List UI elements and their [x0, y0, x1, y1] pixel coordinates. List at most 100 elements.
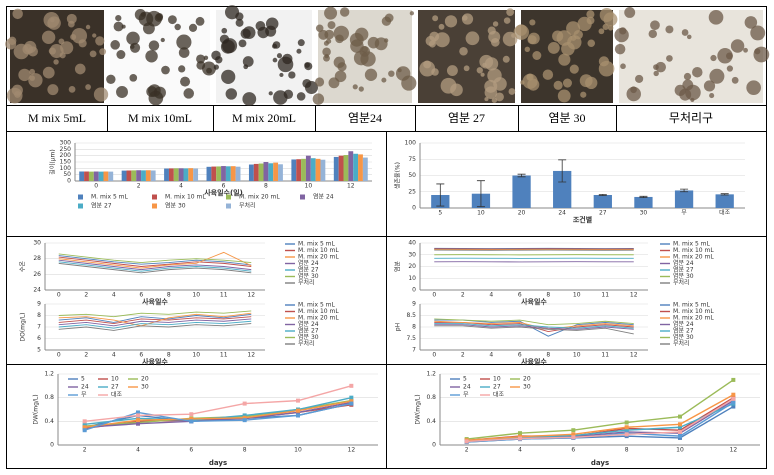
photo-speck	[53, 59, 59, 65]
photo-speck	[324, 53, 329, 59]
photo-speck	[29, 68, 36, 75]
y-tick-label: 150	[60, 159, 72, 166]
marker	[624, 420, 629, 425]
photo-label: M mix 10mL	[128, 111, 192, 125]
x-tick-label: 10	[192, 352, 200, 359]
photo-speck	[750, 25, 766, 41]
photo-speck	[624, 6, 636, 18]
y-axis-label: 염분	[394, 261, 402, 273]
photo-speck	[428, 40, 436, 48]
legend-label: 5	[81, 376, 85, 383]
bar	[338, 155, 344, 181]
photo-speck	[327, 21, 336, 30]
photo-speck	[529, 19, 536, 26]
y-tick-label: 9	[37, 301, 41, 308]
legend-swatch	[300, 194, 305, 200]
photo-speck	[480, 72, 485, 77]
y-tick-label: 0.4	[426, 418, 436, 425]
legend-swatch	[152, 203, 157, 209]
photo-label: 염분 27	[448, 111, 485, 125]
photo-speck	[221, 27, 228, 34]
legend-label: M. mix 10 mL	[165, 194, 206, 201]
legend-label: M. mix 5 mL	[298, 302, 336, 309]
bar	[136, 170, 142, 181]
line	[58, 318, 252, 327]
marker	[242, 413, 247, 418]
y-tick-label: 7	[412, 347, 416, 354]
bar	[715, 194, 734, 208]
photo-speck	[352, 84, 358, 90]
bar	[353, 153, 359, 181]
x-tick-label: 8	[167, 352, 171, 359]
legend-swatch	[78, 203, 83, 209]
marker	[242, 401, 247, 406]
photo-speck	[235, 18, 244, 27]
y-tick-label: 0.8	[426, 394, 436, 401]
photo-speck	[598, 60, 615, 77]
marker	[678, 422, 682, 427]
photo-speck	[296, 48, 302, 54]
photo-speck	[459, 46, 468, 56]
legend-label: 염분 30	[673, 272, 694, 280]
photo-speck	[409, 11, 415, 16]
legend-label: M. mix 10 mL	[298, 247, 339, 254]
bar	[164, 168, 169, 181]
marker	[571, 432, 576, 437]
x-tick-label: 24	[558, 210, 566, 217]
photo-speck	[602, 23, 609, 31]
photo-speck	[586, 10, 595, 19]
photo-speck	[243, 64, 249, 70]
marker	[731, 396, 736, 401]
x-tick-label: 무	[681, 210, 687, 217]
photo-speck	[140, 12, 146, 17]
legend-label: 무	[81, 392, 87, 399]
bar	[348, 151, 354, 181]
photo-speck	[492, 21, 499, 27]
legend-label: 24	[81, 384, 89, 391]
photo-speck	[681, 29, 689, 36]
legend-swatch	[226, 194, 231, 200]
bar	[79, 171, 85, 181]
x-tick-label: 4	[112, 292, 116, 299]
y-tick-label: 7.5	[406, 335, 416, 342]
photo-speck	[620, 63, 626, 70]
photo-speck	[444, 15, 458, 28]
marker	[296, 398, 300, 403]
photo-speck	[279, 72, 284, 78]
x-axis-label: days	[591, 459, 609, 467]
photo-speck	[240, 28, 251, 39]
line	[466, 379, 734, 440]
line	[434, 324, 634, 330]
bar	[235, 166, 241, 181]
line	[58, 255, 252, 266]
marker	[731, 404, 736, 409]
x-tick-label: 2	[461, 292, 465, 299]
line	[466, 394, 734, 441]
x-tick-label: 10	[477, 210, 485, 217]
bar	[553, 170, 572, 208]
photo-speck	[614, 43, 626, 55]
photo-speck	[93, 87, 109, 102]
x-axis-label: 사육일수	[521, 357, 547, 366]
legend-label: 무	[463, 392, 469, 399]
marker	[82, 422, 87, 427]
error-bar	[680, 188, 689, 193]
photo-speck	[743, 47, 748, 53]
x-tick-label: 4	[136, 447, 140, 454]
photo-speck	[68, 20, 75, 28]
line	[58, 259, 252, 271]
marker	[464, 439, 469, 444]
x-tick-label: 6	[139, 352, 143, 359]
photo-speck	[24, 40, 37, 54]
photo-speck	[692, 66, 703, 78]
marker	[136, 421, 140, 426]
marker	[242, 418, 247, 423]
photo-speck	[495, 92, 504, 102]
photo-speck	[679, 88, 692, 101]
marker	[678, 434, 682, 439]
bar	[296, 159, 302, 181]
photo-speck	[255, 21, 266, 31]
photo-speck	[203, 55, 209, 60]
photo-speck	[553, 80, 563, 90]
y-tick-label: 26	[33, 271, 41, 278]
